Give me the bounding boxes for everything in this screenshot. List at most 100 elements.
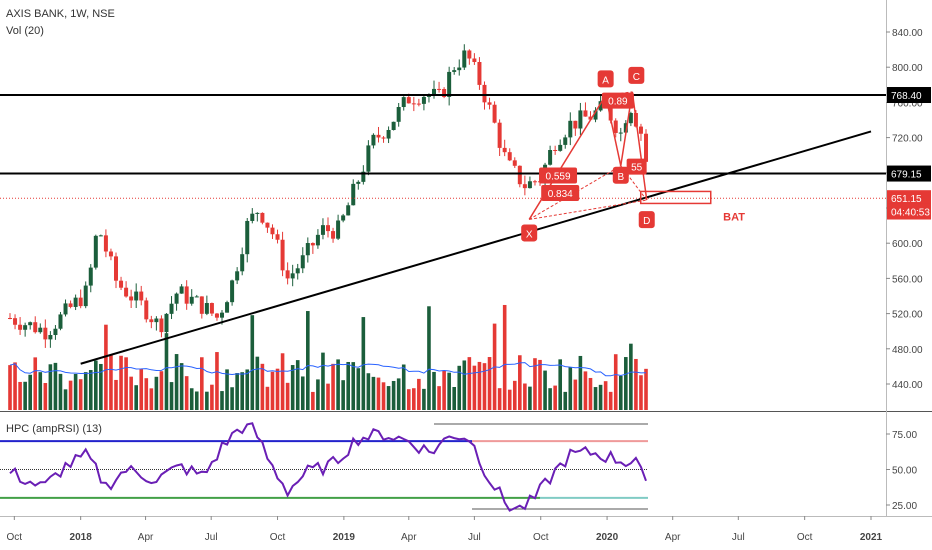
volume-bar — [598, 384, 603, 410]
candle-body — [295, 268, 300, 274]
volume-bar — [371, 376, 376, 410]
candle-body — [275, 234, 280, 240]
volume-bar — [265, 386, 270, 410]
time-tick-label: Apr — [401, 532, 417, 543]
volume-bar — [205, 391, 209, 410]
candle-body — [452, 70, 457, 72]
candle-body — [154, 318, 159, 323]
candle-body — [618, 132, 623, 134]
pattern-name-label: BAT — [723, 211, 745, 223]
price-axis-badge — [887, 203, 931, 220]
candle-body — [442, 89, 447, 97]
volume-bar — [28, 374, 32, 410]
pattern-ratio-box — [541, 185, 580, 202]
symbol-legend: AXIS BANK, 1W, NSE — [6, 8, 115, 20]
pattern-leg-cd — [631, 91, 648, 201]
candle-body — [548, 150, 553, 165]
volume-bar — [512, 380, 517, 410]
volume-bar — [331, 363, 335, 410]
volume-bar — [53, 362, 58, 410]
candle-body — [28, 322, 33, 326]
price-tick-label: 720.00 — [892, 134, 923, 145]
candle-body — [184, 286, 189, 304]
volume-bar — [396, 378, 401, 410]
volume-bar — [295, 360, 300, 410]
volume-bar — [482, 363, 487, 410]
candle-body — [214, 313, 219, 318]
volume-bar — [507, 389, 512, 410]
volume-bar — [381, 382, 386, 410]
time-tick-label: Oct — [270, 532, 286, 543]
candle-body — [628, 113, 633, 124]
candle-body — [38, 327, 43, 333]
candle-body — [492, 104, 497, 123]
rsi-tick-label: 75.00 — [892, 430, 917, 441]
candle-body — [482, 84, 487, 103]
pattern-ratio-box — [539, 167, 578, 184]
volume-bar — [225, 369, 229, 410]
pattern-ratio-label: 0.559 — [546, 171, 571, 182]
volume-bar — [447, 372, 451, 410]
candle-body — [563, 137, 568, 145]
candle-body — [305, 243, 310, 256]
candle-body — [437, 88, 442, 90]
candle-body — [583, 110, 588, 117]
volume-bar — [457, 365, 462, 410]
volume-bar — [149, 388, 154, 410]
volume-bar — [563, 391, 568, 410]
candle-body — [426, 95, 431, 97]
candle-body — [119, 280, 124, 288]
volume-bar — [386, 386, 391, 410]
volume-bar — [311, 391, 315, 410]
time-tick-label: Apr — [138, 532, 154, 543]
volume-bar — [422, 388, 426, 410]
pattern-leg-ac — [605, 91, 633, 96]
volume-bar — [63, 389, 68, 410]
candle-body — [588, 116, 593, 120]
candle-body — [553, 150, 558, 152]
time-tick-label: Jul — [732, 532, 745, 543]
candle-body — [477, 62, 482, 85]
candle-body — [235, 271, 240, 281]
candle-body — [260, 212, 265, 223]
volume-bar — [427, 306, 431, 410]
volume-bar — [189, 388, 194, 410]
target-zone-box — [639, 190, 712, 205]
candle-body — [447, 71, 452, 97]
volume-bar — [538, 359, 542, 410]
candle-body — [53, 328, 58, 336]
volume-bar — [43, 383, 48, 410]
candle-body — [88, 267, 93, 286]
candle-body — [290, 273, 295, 279]
candle-body — [220, 312, 225, 318]
pattern-leg-xd — [529, 199, 647, 220]
volume-bar — [351, 362, 356, 410]
candle-body — [255, 212, 260, 214]
volume-bar — [194, 391, 199, 410]
candle-body — [270, 227, 275, 235]
volume-bar — [321, 352, 325, 410]
pattern-ratio-label: 55 — [631, 163, 643, 174]
candle-body — [457, 67, 462, 71]
candle-body — [487, 102, 492, 105]
candle-body — [320, 225, 325, 235]
candle-body — [230, 280, 235, 303]
candle-body — [199, 296, 204, 314]
candle-body — [598, 101, 603, 111]
price-tick-label: 840.00 — [892, 28, 923, 39]
volume-bar — [179, 363, 184, 410]
candle-body — [326, 225, 331, 232]
volume-bar — [613, 354, 618, 410]
candle-body — [356, 181, 361, 184]
candle-body — [386, 129, 391, 139]
volume-bar — [255, 356, 260, 410]
pattern-ratio-box — [626, 158, 647, 175]
candle-body — [149, 319, 154, 323]
volume-bar — [412, 388, 416, 410]
pattern-ratio-box — [601, 92, 634, 109]
volume-bar — [306, 311, 310, 410]
volume-bar — [280, 353, 285, 410]
candle-body — [411, 103, 416, 105]
time-tick-label: 2018 — [70, 532, 93, 543]
volume-bar — [608, 391, 613, 410]
